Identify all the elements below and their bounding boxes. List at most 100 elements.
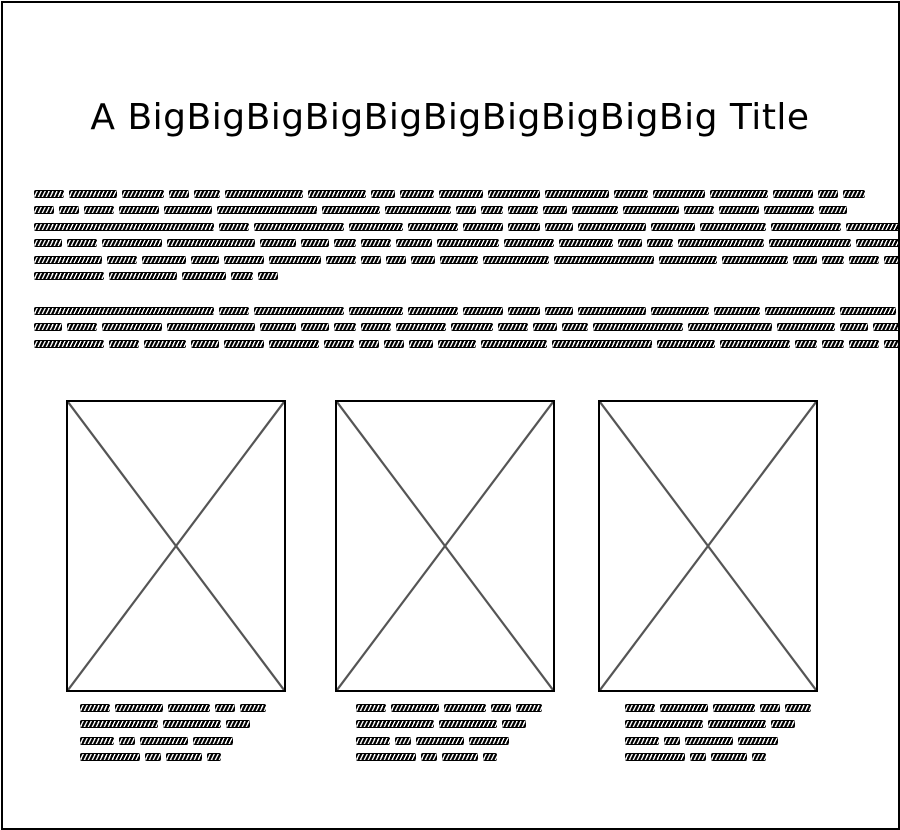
placeholder-word — [822, 255, 844, 264]
placeholder-text-line — [34, 252, 900, 266]
placeholder-word — [651, 307, 709, 315]
placeholder-word — [760, 704, 780, 712]
placeholder-word — [688, 323, 772, 332]
placeholder-word — [217, 206, 317, 215]
placeholder-word — [224, 339, 264, 348]
placeholder-word — [260, 323, 296, 332]
placeholder-word — [657, 339, 715, 348]
placeholder-word — [80, 753, 140, 762]
placeholder-word — [849, 255, 879, 264]
placeholder-word — [254, 222, 344, 231]
placeholder-word — [516, 704, 542, 712]
placeholder-word — [109, 339, 139, 348]
placeholder-text-line — [34, 319, 900, 333]
paragraph-1 — [34, 186, 900, 284]
placeholder-word — [765, 307, 835, 315]
placeholder-word — [166, 753, 202, 762]
placeholder-word — [411, 255, 435, 264]
placeholder-word — [843, 190, 865, 198]
placeholder-word — [738, 736, 778, 745]
placeholder-word — [167, 239, 255, 248]
placeholder-text-line — [34, 219, 900, 233]
placeholder-word — [356, 736, 390, 745]
placeholder-word — [115, 704, 163, 712]
placeholder-word — [164, 206, 212, 215]
placeholder-word — [361, 323, 391, 332]
placeholder-word — [822, 339, 844, 348]
placeholder-word — [618, 239, 642, 248]
image-placeholder-cross-icon — [600, 402, 816, 690]
placeholder-word — [559, 239, 613, 248]
placeholder-word — [481, 339, 547, 348]
placeholder-word — [34, 190, 64, 198]
placeholder-text-line — [356, 749, 536, 763]
placeholder-word — [109, 271, 177, 280]
placeholder-word — [269, 339, 319, 348]
placeholder-word — [720, 339, 790, 348]
placeholder-word — [504, 239, 554, 248]
placeholder-word — [785, 704, 811, 712]
placeholder-word — [708, 720, 766, 729]
placeholder-word — [533, 323, 557, 332]
placeholder-word — [545, 190, 609, 198]
image-placeholder-cross-icon — [68, 402, 284, 690]
placeholder-text-line — [356, 716, 536, 730]
placeholder-word — [59, 206, 79, 215]
placeholder-word — [301, 323, 329, 332]
placeholder-word — [440, 255, 478, 264]
placeholder-text-line — [625, 733, 805, 747]
placeholder-word — [545, 307, 573, 315]
placeholder-word — [664, 736, 680, 745]
placeholder-word — [483, 753, 497, 762]
placeholder-word — [391, 704, 439, 712]
placeholder-word — [119, 206, 159, 215]
placeholder-word — [719, 206, 759, 215]
placeholder-word — [168, 704, 210, 712]
placeholder-word — [572, 206, 618, 215]
placeholder-word — [191, 339, 219, 348]
placeholder-word — [463, 307, 503, 315]
placeholder-word — [34, 222, 214, 231]
placeholder-word — [356, 753, 416, 762]
placeholder-word — [301, 239, 329, 248]
placeholder-word — [356, 704, 386, 712]
placeholder-word — [700, 222, 766, 231]
image-placeholder-3 — [598, 400, 818, 692]
placeholder-word — [678, 239, 764, 248]
placeholder-word — [361, 255, 381, 264]
placeholder-word — [334, 323, 356, 332]
placeholder-word — [578, 222, 646, 231]
placeholder-word — [508, 222, 540, 231]
placeholder-word — [102, 239, 162, 248]
placeholder-word — [34, 239, 62, 248]
placeholder-word — [80, 704, 110, 712]
placeholder-word — [254, 307, 344, 315]
placeholder-word — [438, 339, 476, 348]
placeholder-text-line — [80, 700, 266, 714]
placeholder-word — [409, 339, 433, 348]
placeholder-word — [545, 222, 573, 231]
placeholder-word — [846, 222, 900, 231]
placeholder-word — [334, 239, 356, 248]
placeholder-word — [481, 206, 503, 215]
placeholder-word — [322, 206, 380, 215]
placeholder-word — [625, 704, 655, 712]
placeholder-word — [34, 339, 104, 348]
placeholder-word — [840, 307, 896, 315]
placeholder-word — [396, 323, 446, 332]
placeholder-word — [34, 255, 102, 264]
placeholder-word — [498, 323, 528, 332]
placeholder-word — [371, 190, 395, 198]
paragraph-2 — [34, 303, 900, 352]
placeholder-word — [349, 307, 403, 315]
placeholder-word — [226, 720, 250, 729]
placeholder-word — [777, 323, 835, 332]
placeholder-word — [144, 339, 186, 348]
placeholder-word — [653, 190, 705, 198]
placeholder-word — [884, 339, 900, 348]
placeholder-word — [269, 255, 321, 264]
placeholder-word — [651, 222, 695, 231]
placeholder-word — [771, 720, 795, 729]
placeholder-word — [207, 753, 221, 762]
placeholder-word — [840, 323, 868, 332]
